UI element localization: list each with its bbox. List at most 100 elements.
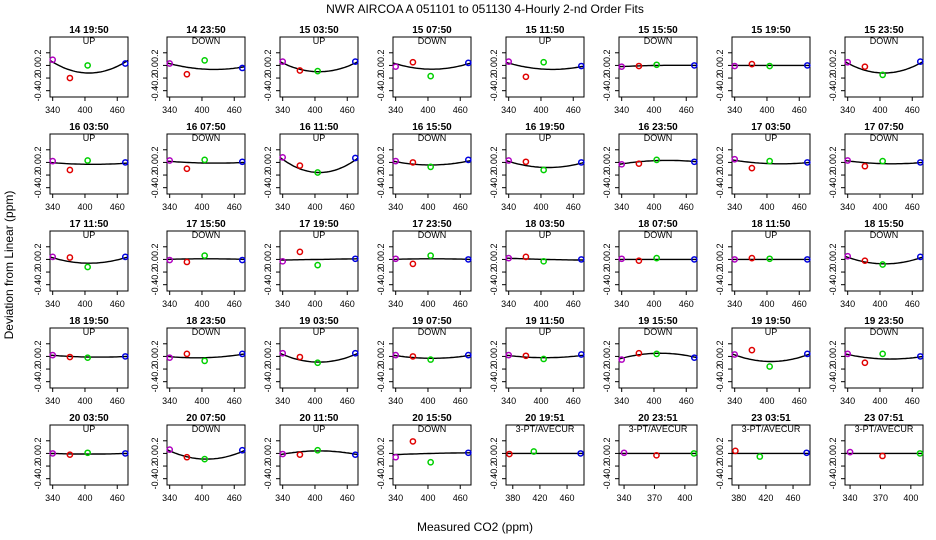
y-tick-label: -0.2 bbox=[602, 364, 612, 380]
data-point-purple bbox=[392, 157, 400, 165]
data-point-red bbox=[296, 67, 304, 74]
data-point-red bbox=[635, 349, 643, 357]
x-tick-label: 400 bbox=[533, 105, 548, 115]
y-tick-label: -0.2 bbox=[489, 170, 499, 186]
data-point-purple bbox=[166, 354, 174, 362]
y-tick-label: -0.4 bbox=[263, 183, 273, 199]
panel-frame bbox=[279, 230, 359, 292]
x-tick-label: 460 bbox=[227, 299, 242, 309]
panel-frame bbox=[166, 424, 246, 486]
y-tick-label: -0.4 bbox=[602, 183, 612, 199]
x-tick-label: 340 bbox=[162, 493, 177, 503]
data-point-red bbox=[296, 451, 304, 459]
y-tick-label: 0.2 bbox=[602, 147, 612, 160]
fit-curve bbox=[392, 452, 471, 456]
y-tick-label: 0.2 bbox=[150, 438, 160, 451]
data-point-red bbox=[748, 346, 756, 354]
data-point-red bbox=[183, 350, 191, 358]
panel-title: 14 19:50 bbox=[69, 25, 109, 36]
x-tick-label: 340 bbox=[840, 105, 855, 115]
y-tick-label: 0.2 bbox=[376, 341, 386, 354]
data-point-blue bbox=[916, 58, 924, 65]
data-point-blue bbox=[577, 256, 585, 263]
panel-frame bbox=[279, 327, 359, 389]
y-tick-label: -0.2 bbox=[489, 364, 499, 380]
y-tick-label: 0.0 bbox=[150, 353, 160, 366]
x-tick-label: 370 bbox=[647, 493, 662, 503]
panel-fit-label: DOWN bbox=[418, 327, 447, 337]
data-point-blue bbox=[690, 62, 698, 69]
y-tick-label: 0.0 bbox=[828, 450, 838, 463]
data-point-green bbox=[690, 450, 698, 457]
data-point-green bbox=[314, 359, 322, 367]
data-point-red bbox=[66, 254, 74, 261]
panel-fit-label: UP bbox=[765, 230, 778, 240]
data-point-red bbox=[183, 453, 191, 461]
x-tick-label: 380 bbox=[731, 493, 746, 503]
fit-curve bbox=[505, 159, 585, 169]
data-point-red bbox=[635, 160, 643, 168]
data-point-blue bbox=[577, 450, 584, 457]
fit-curve bbox=[166, 62, 246, 71]
x-tick-label: 400 bbox=[77, 493, 92, 503]
panel-fit-label: UP bbox=[83, 424, 96, 434]
panel-frame bbox=[505, 36, 585, 98]
x-tick-label: 400 bbox=[194, 493, 209, 503]
data-point-blue bbox=[464, 351, 472, 359]
y-tick-label: -0.4 bbox=[263, 86, 273, 102]
data-point-purple bbox=[166, 157, 174, 164]
y-tick-label: -0.2 bbox=[150, 73, 160, 89]
y-tick-label: 0.0 bbox=[376, 159, 386, 172]
y-tick-label: 0.2 bbox=[715, 50, 725, 63]
panel-title: 19 15:50 bbox=[638, 316, 678, 327]
x-tick-label: 340 bbox=[45, 493, 60, 503]
data-point-red bbox=[409, 58, 417, 66]
fit-curve bbox=[505, 354, 585, 359]
x-tick-label: 340 bbox=[501, 105, 516, 115]
y-tick-label: 0.2 bbox=[150, 50, 160, 63]
data-point-red bbox=[66, 166, 74, 174]
data-point-green bbox=[879, 71, 887, 79]
y-tick-label: -0.2 bbox=[150, 267, 160, 283]
y-tick-label: 0.2 bbox=[150, 341, 160, 354]
x-tick-label: 400 bbox=[77, 396, 92, 406]
x-tick-label: 460 bbox=[110, 105, 125, 115]
data-point-red bbox=[879, 452, 886, 460]
x-tick-label: 340 bbox=[388, 299, 403, 309]
y-tick-label: -0.2 bbox=[263, 364, 273, 380]
x-tick-label: 340 bbox=[162, 202, 177, 212]
panel-title: 18 19:50 bbox=[69, 316, 109, 327]
data-point-red bbox=[748, 164, 756, 172]
y-tick-label: -0.4 bbox=[489, 86, 499, 102]
data-point-green bbox=[653, 350, 661, 358]
x-tick-label: 400 bbox=[533, 299, 548, 309]
y-tick-label: -0.2 bbox=[33, 364, 43, 380]
x-tick-label: 460 bbox=[110, 493, 125, 503]
data-point-blue bbox=[803, 159, 811, 166]
panel-title: 17 15:50 bbox=[186, 219, 226, 230]
panel-fit-label: DOWN bbox=[870, 327, 899, 337]
y-tick-label: -0.4 bbox=[602, 280, 612, 296]
data-point-blue bbox=[238, 256, 246, 264]
y-tick-label: 0.0 bbox=[150, 450, 160, 463]
panel-fit-label: UP bbox=[539, 230, 552, 240]
panel-frame bbox=[505, 327, 585, 389]
y-tick-label: 0.2 bbox=[828, 50, 838, 63]
y-tick-label: 0.0 bbox=[33, 159, 43, 172]
panel-title: 15 07:50 bbox=[412, 25, 452, 36]
y-tick-label: -0.2 bbox=[376, 170, 386, 186]
data-point-blue bbox=[803, 449, 810, 457]
data-point-purple bbox=[49, 450, 57, 457]
y-tick-label: 0.0 bbox=[376, 353, 386, 366]
y-tick-label: -0.2 bbox=[715, 267, 725, 283]
fit-curve bbox=[844, 60, 924, 74]
panel: 20 23:513-PT/AVECUR 0.20.0-0.2-0.4 340 370 4… bbox=[602, 413, 698, 503]
x-tick-label: 400 bbox=[194, 299, 209, 309]
y-tick-label: -0.2 bbox=[376, 364, 386, 380]
panel-title: 19 23:50 bbox=[864, 316, 904, 327]
y-tick-label: -0.4 bbox=[376, 377, 386, 393]
